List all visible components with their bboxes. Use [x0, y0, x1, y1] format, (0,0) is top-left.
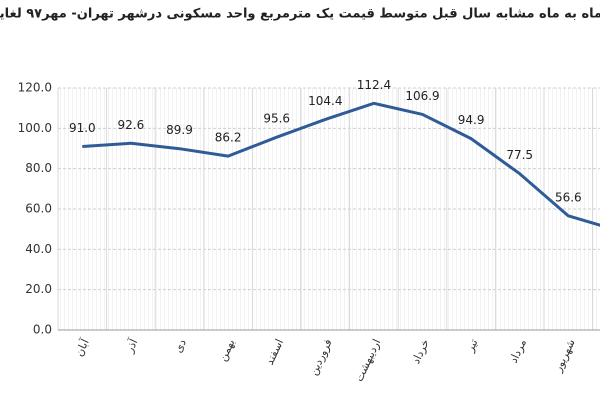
- x-tick-label: آبان: [72, 336, 93, 359]
- data-label: 112.4: [357, 78, 391, 92]
- y-tick-label: 120.0: [18, 81, 52, 95]
- y-tick-label: 60.0: [25, 202, 52, 216]
- data-label: 104.4: [308, 94, 342, 108]
- data-label: 91.0: [69, 121, 96, 135]
- data-line: [82, 101, 600, 227]
- data-label: 92.6: [118, 118, 145, 132]
- y-tick-label: 40.0: [25, 242, 52, 256]
- y-tick-label: 80.0: [25, 161, 52, 175]
- x-tick-label: مرداد: [507, 337, 529, 365]
- x-tick-label: خرداد: [409, 337, 432, 366]
- x-tick-label: شهریور: [551, 337, 578, 375]
- data-label: 89.9: [166, 123, 193, 137]
- data-label: 94.9: [458, 113, 485, 127]
- x-tick-label: اسفند: [263, 337, 286, 367]
- y-tick-label: 0.0: [33, 323, 52, 337]
- data-label: 95.6: [263, 112, 290, 126]
- x-tick-label: فروردین: [307, 337, 335, 377]
- x-tick-label: تیر: [463, 337, 480, 355]
- x-tick-label: آذر: [122, 336, 141, 356]
- x-tick-label: اردیبهشت: [352, 337, 383, 384]
- y-tick-label: 100.0: [18, 121, 52, 135]
- data-label: 86.2: [215, 131, 242, 145]
- x-tick-label: بهمن: [216, 337, 237, 363]
- data-label: 56.6: [555, 190, 582, 204]
- data-label: 77.5: [506, 148, 533, 162]
- x-tick-label: دی: [171, 337, 189, 355]
- y-tick-label: 20.0: [25, 282, 52, 296]
- data-label: 106.9: [405, 89, 439, 103]
- chart-title: ع رشدماه به ماه مشابه سال قبل متوسط قیمت…: [0, 7, 600, 22]
